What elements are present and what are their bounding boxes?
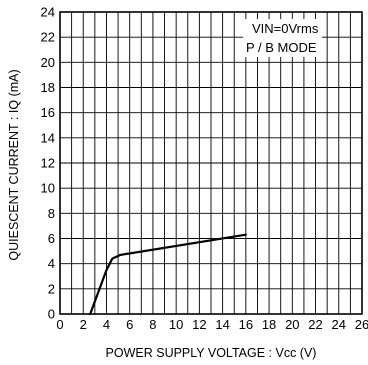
y-tick-label: 20 xyxy=(41,55,55,70)
y-tick-label: 16 xyxy=(41,105,55,120)
annotation-background xyxy=(243,19,322,57)
x-tick-label: 26 xyxy=(355,317,368,332)
x-tick-label: 14 xyxy=(215,317,229,332)
tick-labels: 0 2 4 6 8 10 12 14 16 18 20 22 24 2602468101214161820… xyxy=(41,5,368,333)
y-tick-label: 0 xyxy=(48,307,55,322)
x-tick-label: 6 xyxy=(126,317,133,332)
x-tick-label: 22 xyxy=(308,317,322,332)
x-tick-label: 16 xyxy=(239,317,253,332)
x-axis-title: POWER SUPPLY VOLTAGE : Vcc (V) xyxy=(106,346,317,360)
y-tick-label: 22 xyxy=(41,30,55,45)
y-tick-label: 18 xyxy=(41,80,55,95)
plot-frame xyxy=(59,11,363,315)
x-tick-label: 2 xyxy=(80,317,87,332)
annotation-vin: VIN=0Vrms xyxy=(252,21,319,36)
grid xyxy=(60,12,362,314)
y-tick-label: 14 xyxy=(41,130,55,145)
y-tick-label: 6 xyxy=(48,231,55,246)
annotation-mode: P / B MODE xyxy=(246,40,317,55)
x-tick-label: 4 xyxy=(103,317,110,332)
y-tick-label: 10 xyxy=(41,181,55,196)
x-tick-label: 10 xyxy=(169,317,183,332)
y-tick-label: 8 xyxy=(48,206,55,221)
x-tick-label: 8 xyxy=(149,317,156,332)
annotation-box: VIN=0Vrms P / B MODE xyxy=(243,19,322,57)
x-tick-label: 24 xyxy=(332,317,346,332)
y-tick-label: 2 xyxy=(48,281,55,296)
series-line-0 xyxy=(89,233,247,316)
x-tick-label: 20 xyxy=(285,317,299,332)
y-tick-label: 4 xyxy=(48,256,55,271)
x-tick-label: 12 xyxy=(192,317,206,332)
series-layer xyxy=(89,233,247,316)
y-tick-label: 24 xyxy=(41,5,55,20)
x-tick-label: 0 xyxy=(56,317,63,332)
y-tick-label: 12 xyxy=(41,156,55,171)
y-axis-title: QUIESCENT CURRENT : IQ (mA) xyxy=(7,69,21,260)
x-tick-label: 18 xyxy=(262,317,276,332)
